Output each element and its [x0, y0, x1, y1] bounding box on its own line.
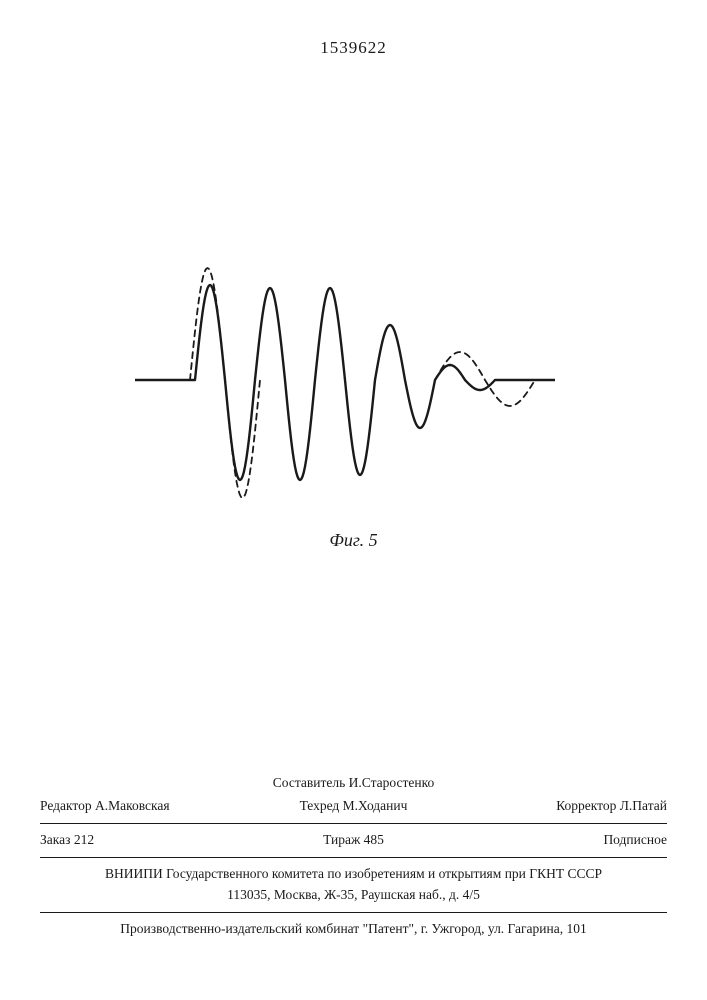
page-number: 1539622	[0, 38, 707, 58]
printer-line: Производственно-издательский комбинат "П…	[40, 919, 667, 940]
tech-cell: Техред М.Ходанич	[249, 796, 458, 817]
order-cell: Заказ 212	[40, 830, 249, 851]
editor-cell: Редактор А.Маковская	[40, 796, 249, 817]
divider-2	[40, 857, 667, 858]
corrector-name: Л.Патай	[620, 798, 667, 813]
order-label: Заказ	[40, 832, 70, 847]
editor-name: А.Маковская	[95, 798, 170, 813]
figure-caption: Фиг. 5	[0, 530, 707, 551]
compiler-name: И.Старостенко	[349, 775, 435, 790]
waveform-svg	[135, 230, 555, 530]
imprint-footer: Составитель И.Старостенко Редактор А.Мак…	[40, 773, 667, 940]
tech-label: Техред	[300, 798, 340, 813]
subscription-cell: Подписное	[458, 830, 667, 851]
org-line-2: 113035, Москва, Ж-35, Раушская наб., д. …	[40, 885, 667, 906]
compiler-row: Составитель И.Старостенко	[40, 773, 667, 796]
divider-3	[40, 912, 667, 913]
figure-5	[135, 230, 555, 530]
order-no: 212	[74, 832, 94, 847]
divider-1	[40, 823, 667, 824]
tirazh-no: 485	[364, 832, 384, 847]
tirazh-label: Тираж	[323, 832, 360, 847]
order-row: Заказ 212 Тираж 485 Подписное	[40, 830, 667, 851]
credits-row: Редактор А.Маковская Техред М.Ходанич Ко…	[40, 796, 667, 817]
compiler-label: Составитель	[273, 775, 346, 790]
tirazh-cell: Тираж 485	[249, 830, 458, 851]
tech-name: М.Ходанич	[343, 798, 408, 813]
corrector-label: Корректор	[556, 798, 616, 813]
corrector-cell: Корректор Л.Патай	[458, 796, 667, 817]
editor-label: Редактор	[40, 798, 92, 813]
org-line-1: ВНИИПИ Государственного комитета по изоб…	[40, 864, 667, 885]
subscription: Подписное	[603, 832, 667, 847]
